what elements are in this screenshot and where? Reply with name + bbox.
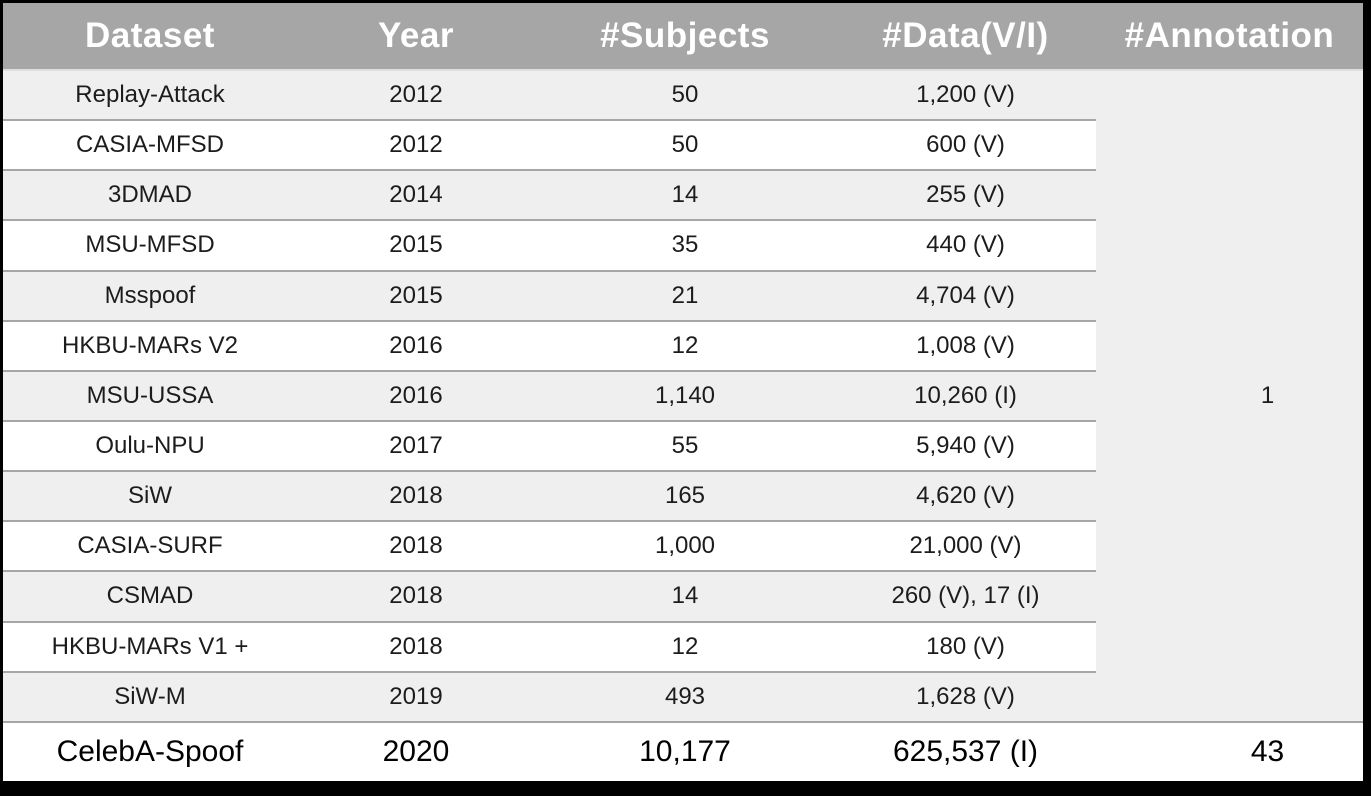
cell-year: 2016	[297, 319, 535, 371]
cell-subjects: 1,000	[535, 520, 835, 572]
cell-year: 2015	[297, 269, 535, 321]
cell-data: 4,704 (V)	[835, 269, 1096, 321]
cell-dataset: HKBU-MARs V1 +	[3, 620, 297, 672]
cell-dataset: CASIA-SURF	[3, 520, 297, 572]
cell-year: 2012	[297, 68, 535, 121]
table-row-celeba-spoof: CelebA-Spoof 2020 10,177 625,537 (I) 43	[3, 720, 1363, 781]
cell-subjects: 12	[535, 319, 835, 371]
cell-dataset: MSU-MFSD	[3, 219, 297, 271]
cell-subjects: 55	[535, 419, 835, 472]
table-row: Msspoof 2015 21 4,704 (V)	[3, 269, 1363, 321]
cell-year: 2018	[297, 620, 535, 672]
col-header-dataset: Dataset	[3, 3, 297, 70]
cell-subjects: 14	[535, 570, 835, 622]
cell-data: 5,940 (V)	[835, 419, 1096, 472]
table-row: MSU-USSA 2016 1,140 10,260 (I)	[3, 369, 1363, 421]
table-row: HKBU-MARs V1 + 2018 12 180 (V)	[3, 620, 1363, 672]
cell-subjects: 50	[535, 68, 835, 121]
cell-data: 10,260 (I)	[835, 369, 1096, 421]
dataset-comparison-table: Dataset Year #Subjects #Data(V/I) #Annot…	[3, 3, 1363, 781]
cell-data: 4,620 (V)	[835, 470, 1096, 522]
cell-subjects: 10,177	[535, 720, 835, 781]
cell-dataset: Msspoof	[3, 269, 297, 321]
cell-dataset: MSU-USSA	[3, 369, 297, 421]
header-row: Dataset Year #Subjects #Data(V/I) #Annot…	[3, 3, 1363, 70]
cell-data: 440 (V)	[835, 219, 1096, 271]
cell-subjects: 21	[535, 269, 835, 321]
table-row: CASIA-SURF 2018 1,000 21,000 (V)	[3, 520, 1363, 572]
cell-dataset: HKBU-MARs V2	[3, 319, 297, 371]
cell-year: 2019	[297, 670, 535, 722]
cell-year: 2018	[297, 570, 535, 622]
cell-data: 180 (V)	[835, 620, 1096, 672]
cell-subjects: 12	[535, 620, 835, 672]
table-row: CSMAD 2018 14 260 (V), 17 (I)	[3, 570, 1363, 622]
table-row: MSU-MFSD 2015 35 440 (V)	[3, 219, 1363, 271]
cell-subjects: 1,140	[535, 369, 835, 421]
col-header-data: #Data(V/I)	[835, 3, 1096, 70]
cell-year: 2016	[297, 369, 535, 421]
cell-subjects: 35	[535, 219, 835, 271]
cell-year: 2017	[297, 419, 535, 472]
cell-year: 2014	[297, 169, 535, 221]
annotation-merged-cell: 1	[1096, 69, 1363, 722]
cell-subjects: 493	[535, 670, 835, 722]
col-header-subjects: #Subjects	[535, 3, 835, 70]
cell-dataset: CelebA-Spoof	[3, 720, 297, 781]
cell-data: 1,628 (V)	[835, 670, 1096, 722]
col-header-year: Year	[297, 3, 535, 70]
cell-year: 2018	[297, 520, 535, 572]
cell-data: 625,537 (I)	[835, 720, 1096, 781]
table-row: CASIA-MFSD 2012 50 600 (V)	[3, 119, 1363, 171]
col-header-annotation: #Annotation	[1096, 3, 1363, 70]
cell-year: 2015	[297, 219, 535, 271]
cell-dataset: SiW-M	[3, 670, 297, 722]
cell-data: 600 (V)	[835, 119, 1096, 171]
cell-year: 2018	[297, 470, 535, 522]
cell-year: 2012	[297, 119, 535, 171]
cell-dataset: CASIA-MFSD	[3, 119, 297, 171]
table-row: SiW 2018 165 4,620 (V)	[3, 470, 1363, 522]
cell-data: 1,008 (V)	[835, 319, 1096, 371]
table-row: HKBU-MARs V2 2016 12 1,008 (V)	[3, 319, 1363, 371]
cell-data: 1,200 (V)	[835, 68, 1096, 121]
cell-data: 21,000 (V)	[835, 520, 1096, 572]
table-row: Oulu-NPU 2017 55 5,940 (V)	[3, 419, 1363, 472]
cell-data: 260 (V), 17 (I)	[835, 570, 1096, 622]
cell-subjects: 50	[535, 119, 835, 171]
cell-annotation: 43	[1096, 720, 1363, 781]
cell-dataset: CSMAD	[3, 570, 297, 622]
cell-dataset: Replay-Attack	[3, 68, 297, 121]
cell-dataset: Oulu-NPU	[3, 419, 297, 472]
table-row: 3DMAD 2014 14 255 (V)	[3, 169, 1363, 221]
cell-year: 2020	[297, 720, 535, 781]
cell-dataset: 3DMAD	[3, 169, 297, 221]
table-row: SiW-M 2019 493 1,628 (V)	[3, 670, 1363, 722]
cell-subjects: 14	[535, 169, 835, 221]
cell-data: 255 (V)	[835, 169, 1096, 221]
table-row: Replay-Attack 2012 50 1,200 (V) 1	[3, 68, 1363, 722]
cell-dataset: SiW	[3, 470, 297, 522]
cell-subjects: 165	[535, 470, 835, 522]
